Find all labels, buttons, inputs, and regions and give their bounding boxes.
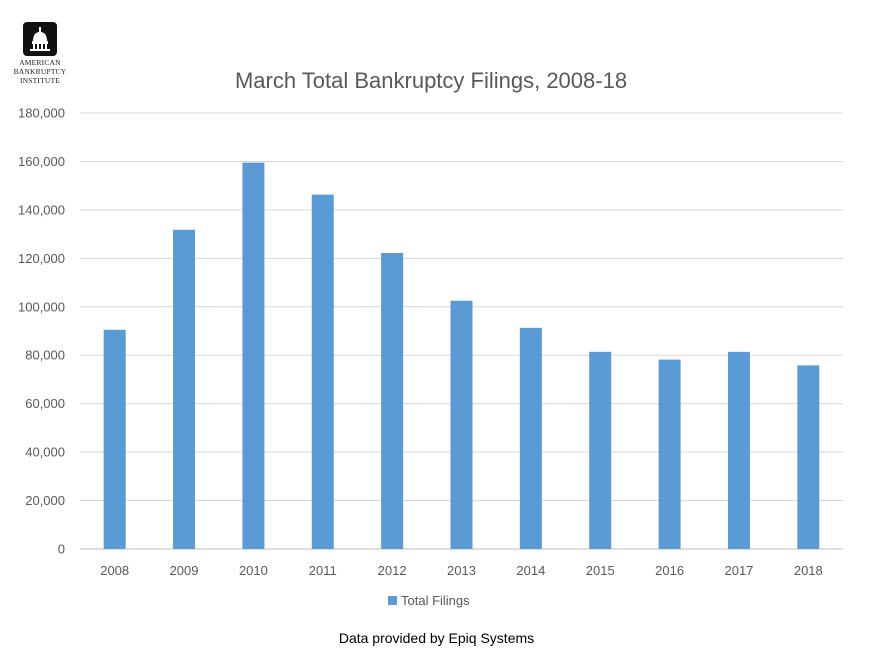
x-tick-label: 2013 xyxy=(447,563,476,578)
capitol-dome-icon xyxy=(23,22,57,56)
bar-2010 xyxy=(242,162,265,549)
y-tick-label: 20,000 xyxy=(25,493,65,508)
x-tick-label: 2009 xyxy=(170,563,199,578)
bar-2016 xyxy=(658,359,681,549)
x-tick-label: 2015 xyxy=(586,563,615,578)
y-axis: 0 20,000 40,000 60,000 80,000 100,000 120,000 1… xyxy=(18,106,65,557)
bars xyxy=(103,162,820,550)
x-tick-label: 2012 xyxy=(378,563,407,578)
bar-2011 xyxy=(311,194,334,549)
bar-2012 xyxy=(381,253,404,549)
x-tick-label: 2008 xyxy=(100,563,129,578)
y-tick-label: 160,000 xyxy=(18,154,65,169)
x-tick-label: 2011 xyxy=(309,563,337,578)
y-tick-label: 100,000 xyxy=(18,299,65,314)
bar-2015 xyxy=(589,351,612,549)
logo-text-line2: Bankruptcy xyxy=(13,67,67,76)
y-tick-label: 40,000 xyxy=(25,445,65,460)
x-tick-label: 2016 xyxy=(655,563,684,578)
footer-source-note: Data provided by Epiq Systems xyxy=(338,630,535,646)
logo-text-line1: American xyxy=(19,58,61,67)
legend-swatch xyxy=(388,596,397,605)
y-tick-label: 0 xyxy=(58,542,65,557)
bar-2013 xyxy=(450,300,473,549)
x-axis: 2008 2009 2010 2011 2012 2013 2014 2015 2016 2017… xyxy=(100,563,823,578)
chart-title: March Total Bankruptcy Filings, 2008-18 xyxy=(235,68,627,93)
bar-2014 xyxy=(519,327,542,549)
legend: Total Filings xyxy=(388,593,470,608)
bar-2009 xyxy=(173,229,196,550)
legend-label: Total Filings xyxy=(401,593,470,608)
bar-2008 xyxy=(103,329,126,549)
x-tick-label: 2017 xyxy=(724,563,753,578)
logo-text-line3: Institute xyxy=(19,76,61,85)
y-tick-label: 120,000 xyxy=(18,251,65,266)
bar-2017 xyxy=(727,351,750,549)
x-tick-label: 2018 xyxy=(794,563,823,578)
logo: American Bankruptcy Institute xyxy=(14,22,66,85)
y-tick-label: 140,000 xyxy=(18,202,65,217)
y-tick-label: 180,000 xyxy=(18,106,65,121)
bar-chart: March Total Bankruptcy Filings, 2008-18 … xyxy=(18,68,843,608)
y-tick-label: 60,000 xyxy=(25,396,65,411)
bar-2018 xyxy=(797,365,820,549)
x-tick-label: 2014 xyxy=(516,563,545,578)
x-tick-label: 2010 xyxy=(239,563,268,578)
y-tick-label: 80,000 xyxy=(25,348,65,363)
